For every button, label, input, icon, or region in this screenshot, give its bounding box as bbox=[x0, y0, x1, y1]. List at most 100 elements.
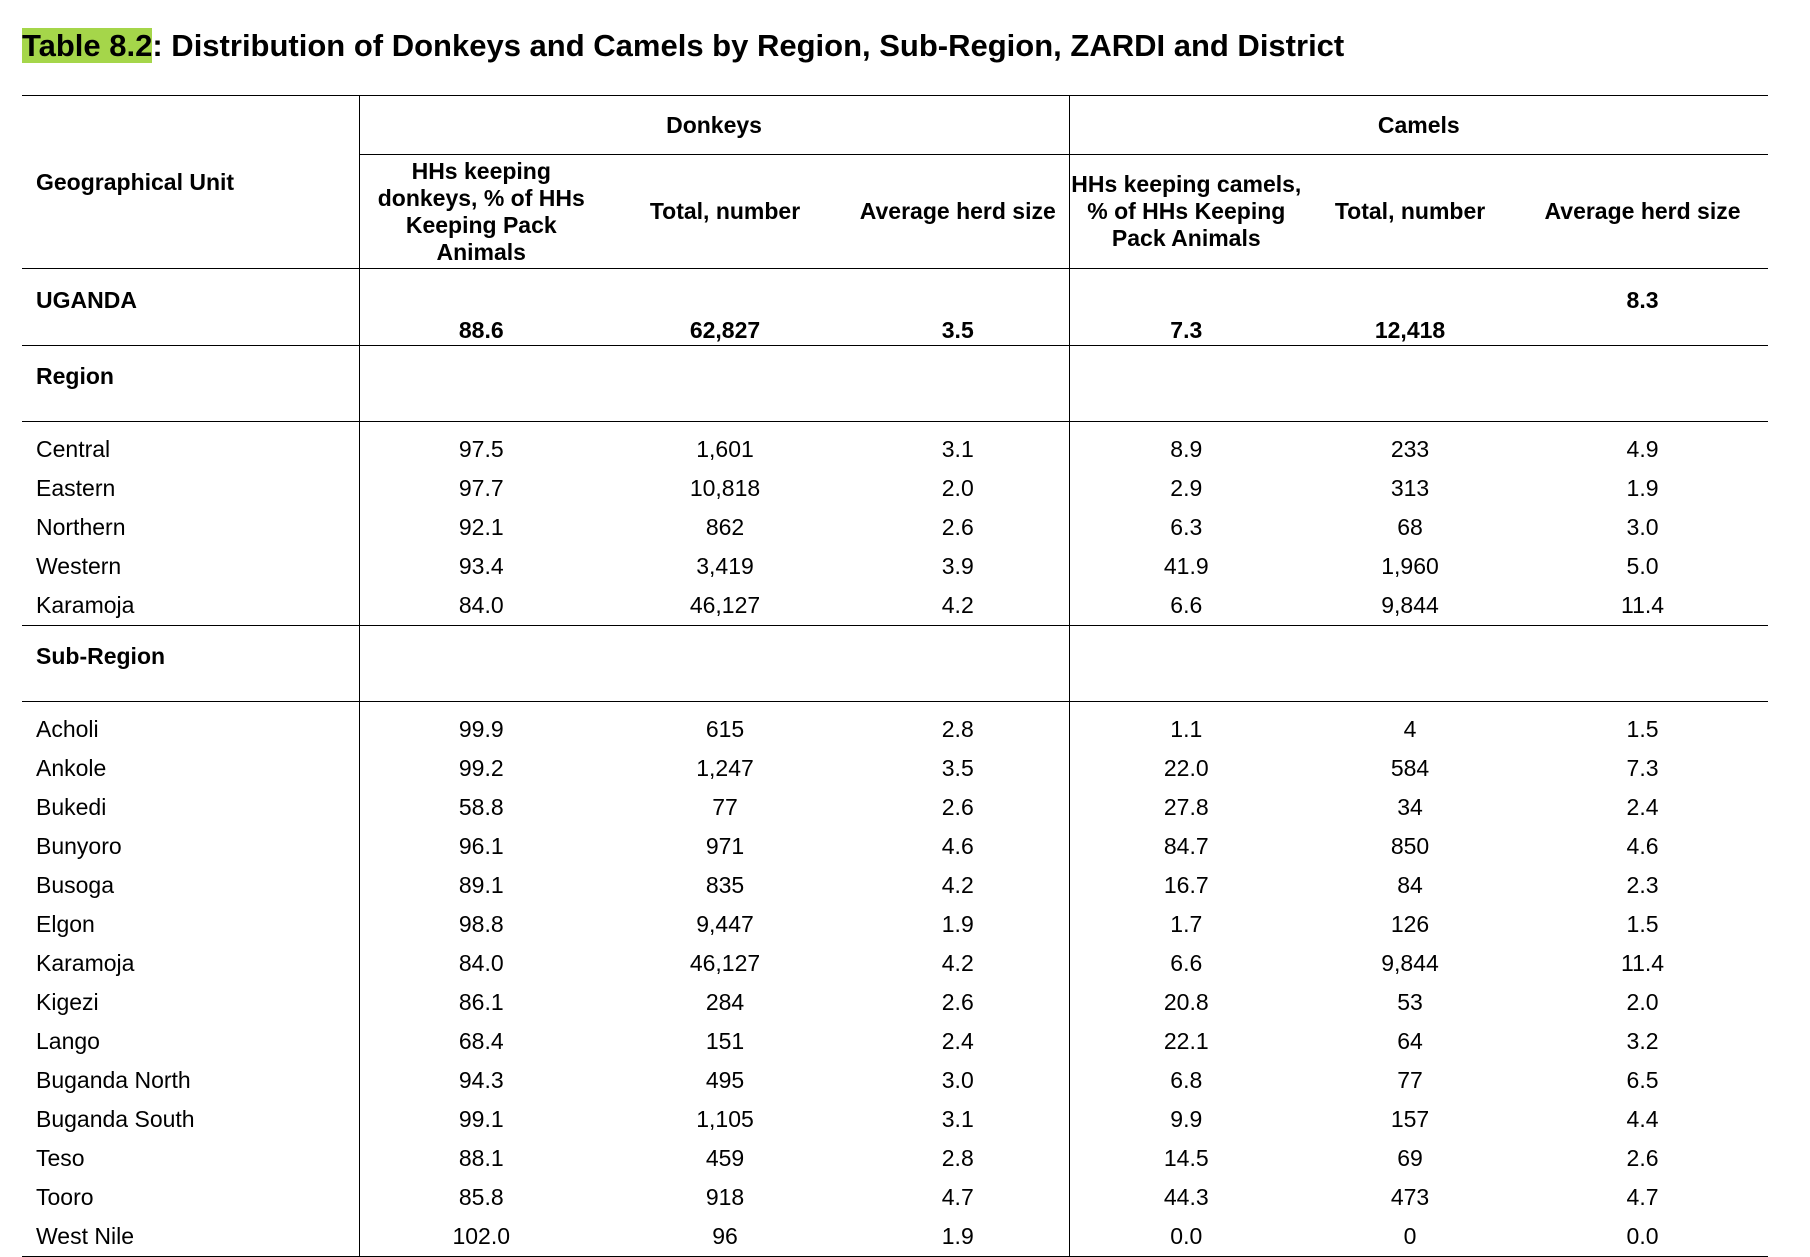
cell-donkeys-avg: 2.8 bbox=[941, 716, 974, 742]
cell-donkeys-avg: 3.5 bbox=[941, 755, 974, 781]
cell-camels-total: 68 bbox=[1397, 514, 1423, 540]
cell-camels-pct: 2.9 bbox=[1068, 469, 1304, 508]
distribution-table: Geographical Unit Donkeys Camels HHs kee… bbox=[22, 95, 1769, 1257]
cell-camels-avg: 3.0 bbox=[1626, 514, 1659, 540]
cell-donkeys-total: 3,419 bbox=[696, 553, 754, 579]
row-name: Buganda South bbox=[36, 1106, 195, 1132]
cell-camels-total: 64 bbox=[1397, 1028, 1423, 1054]
row-name: Bukedi bbox=[36, 794, 107, 820]
row-name: Central bbox=[36, 436, 111, 462]
table-row: West Nile 102.0 96 1.9 0.0 0 0.0 bbox=[22, 1217, 1769, 1257]
cell-camels-pct: 6.3 bbox=[1068, 508, 1304, 547]
cell-camels-pct: 20.8 bbox=[1068, 983, 1304, 1022]
row-name: Karamoja bbox=[22, 586, 359, 626]
cell-donkeys-total: 1,601 bbox=[696, 436, 754, 462]
cell-donkeys-pct: 93.4 bbox=[358, 547, 603, 586]
cell-donkeys-pct: 92.1 bbox=[358, 508, 603, 547]
table-row: Buganda South 99.1 1,105 3.1 9.9 157 4.4 bbox=[22, 1100, 1768, 1139]
table-row: Buganda North 94.3 495 3.0 6.8 77 6.5 bbox=[22, 1061, 1768, 1100]
cell-camels-avg: 2.6 bbox=[1626, 1145, 1659, 1171]
cell-donkeys-total: 495 bbox=[705, 1067, 745, 1093]
uganda-row: UGANDA 88.6 62,827 3.5 7.3 12,418 8.3 bbox=[22, 268, 1769, 346]
cell-donkeys-total: 1,247 bbox=[696, 755, 754, 781]
cell-camels-pct: 6.6 bbox=[1068, 944, 1304, 983]
cell-donkeys-total: 77 bbox=[712, 794, 738, 820]
cell-donkeys-total: 46,127 bbox=[603, 586, 847, 626]
cell-camels-total: 584 bbox=[1390, 755, 1430, 781]
cell-donkeys-total: 615 bbox=[705, 716, 745, 742]
cell-donkeys-avg: 2.6 bbox=[941, 514, 974, 540]
row-name: Teso bbox=[36, 1145, 85, 1171]
table-row: Busoga 89.1 835 4.2 16.7 84 2.3 bbox=[22, 866, 1768, 905]
cell-donkeys-pct: 88.1 bbox=[358, 1139, 603, 1178]
row-name: Buganda North bbox=[36, 1067, 191, 1093]
cell-donkeys-avg: 3.9 bbox=[941, 553, 974, 579]
cell-donkeys-avg: 4.7 bbox=[941, 1184, 974, 1210]
row-name: Karamoja bbox=[36, 950, 135, 976]
cell-donkeys-avg: 1.9 bbox=[847, 1217, 1070, 1257]
cell-camels-avg: 6.5 bbox=[1626, 1067, 1659, 1093]
cell-camels-pct: 1.7 bbox=[1068, 905, 1304, 944]
cell-donkeys-total: 459 bbox=[705, 1145, 745, 1171]
cell-donkeys-pct: 96.1 bbox=[358, 827, 603, 866]
cell-donkeys-pct: 89.1 bbox=[358, 866, 603, 905]
table-number: Table 8.2 bbox=[22, 28, 153, 63]
section-empty-camels bbox=[1068, 625, 1769, 702]
row-name: Northern bbox=[36, 514, 126, 540]
uganda-donkeys-pct: 88.6 bbox=[358, 268, 603, 346]
row-name: Bunyoro bbox=[36, 833, 122, 859]
cell-camels-total: 84 bbox=[1397, 872, 1423, 898]
cell-camels-total: 0 bbox=[1303, 1217, 1518, 1257]
table-row: Lango 68.4 151 2.4 22.1 64 3.2 bbox=[22, 1022, 1768, 1061]
row-name: Elgon bbox=[36, 911, 95, 937]
cell-donkeys-total: 835 bbox=[705, 872, 745, 898]
table-row: Bunyoro 96.1 971 4.6 84.7 850 4.6 bbox=[22, 827, 1768, 866]
cell-donkeys-pct: 97.7 bbox=[358, 469, 603, 508]
cell-donkeys-pct: 97.5 bbox=[358, 421, 603, 469]
cell-donkeys-pct: 86.1 bbox=[358, 983, 603, 1022]
cell-camels-avg: 0.0 bbox=[1517, 1217, 1769, 1257]
row-name: Western bbox=[36, 553, 122, 579]
row-name: West Nile bbox=[22, 1217, 359, 1257]
cell-camels-total: 69 bbox=[1397, 1145, 1423, 1171]
cell-camels-avg: 2.0 bbox=[1626, 989, 1659, 1015]
cell-camels-pct: 22.1 bbox=[1068, 1022, 1304, 1061]
cell-camels-total: 1,960 bbox=[1381, 553, 1439, 579]
row-name: Kigezi bbox=[36, 989, 99, 1015]
cell-donkeys-total: 971 bbox=[705, 833, 745, 859]
cell-camels-total: 233 bbox=[1390, 436, 1430, 462]
cell-camels-total: 9,844 bbox=[1303, 586, 1518, 626]
cell-donkeys-pct: 94.3 bbox=[358, 1061, 603, 1100]
cell-donkeys-total: 9,447 bbox=[696, 911, 754, 937]
cell-donkeys-avg: 4.6 bbox=[941, 833, 974, 859]
cell-donkeys-avg: 4.2 bbox=[941, 872, 974, 898]
table-row: Northern 92.1 862 2.6 6.3 68 3.0 bbox=[22, 508, 1768, 547]
cell-camels-pct: 16.7 bbox=[1068, 866, 1304, 905]
cell-donkeys-avg: 4.2 bbox=[847, 586, 1070, 626]
cell-camels-total: 4 bbox=[1403, 716, 1417, 742]
header-camels-pct: HHs keeping camels, % of HHs Keeping Pac… bbox=[1068, 154, 1304, 269]
row-name: Eastern bbox=[36, 475, 116, 501]
section-header-row: Sub-Region bbox=[22, 625, 1769, 702]
cell-camels-avg: 4.6 bbox=[1626, 833, 1659, 859]
cell-donkeys-pct: 99.9 bbox=[358, 701, 603, 749]
uganda-camels-pct: 7.3 bbox=[1068, 268, 1304, 346]
cell-camels-pct: 9.9 bbox=[1068, 1100, 1304, 1139]
cell-donkeys-pct: 98.8 bbox=[358, 905, 603, 944]
uganda-camels-avg: 8.3 bbox=[1517, 268, 1769, 346]
row-name: Acholi bbox=[36, 716, 99, 742]
cell-camels-avg: 5.0 bbox=[1626, 553, 1659, 579]
cell-camels-total: 473 bbox=[1390, 1184, 1430, 1210]
row-name: Lango bbox=[36, 1028, 100, 1054]
cell-donkeys-avg: 2.4 bbox=[941, 1028, 974, 1054]
cell-camels-total: 157 bbox=[1390, 1106, 1430, 1132]
cell-camels-avg: 2.3 bbox=[1626, 872, 1659, 898]
cell-camels-total: 850 bbox=[1390, 833, 1430, 859]
cell-camels-avg: 4.9 bbox=[1626, 436, 1659, 462]
table-row: Elgon 98.8 9,447 1.9 1.7 126 1.5 bbox=[22, 905, 1768, 944]
cell-donkeys-pct: 84.0 bbox=[358, 586, 603, 626]
cell-donkeys-total: 96 bbox=[603, 1217, 847, 1257]
cell-donkeys-pct: 85.8 bbox=[358, 1178, 603, 1217]
cell-camels-pct: 44.3 bbox=[1068, 1178, 1304, 1217]
cell-donkeys-total: 284 bbox=[705, 989, 745, 1015]
